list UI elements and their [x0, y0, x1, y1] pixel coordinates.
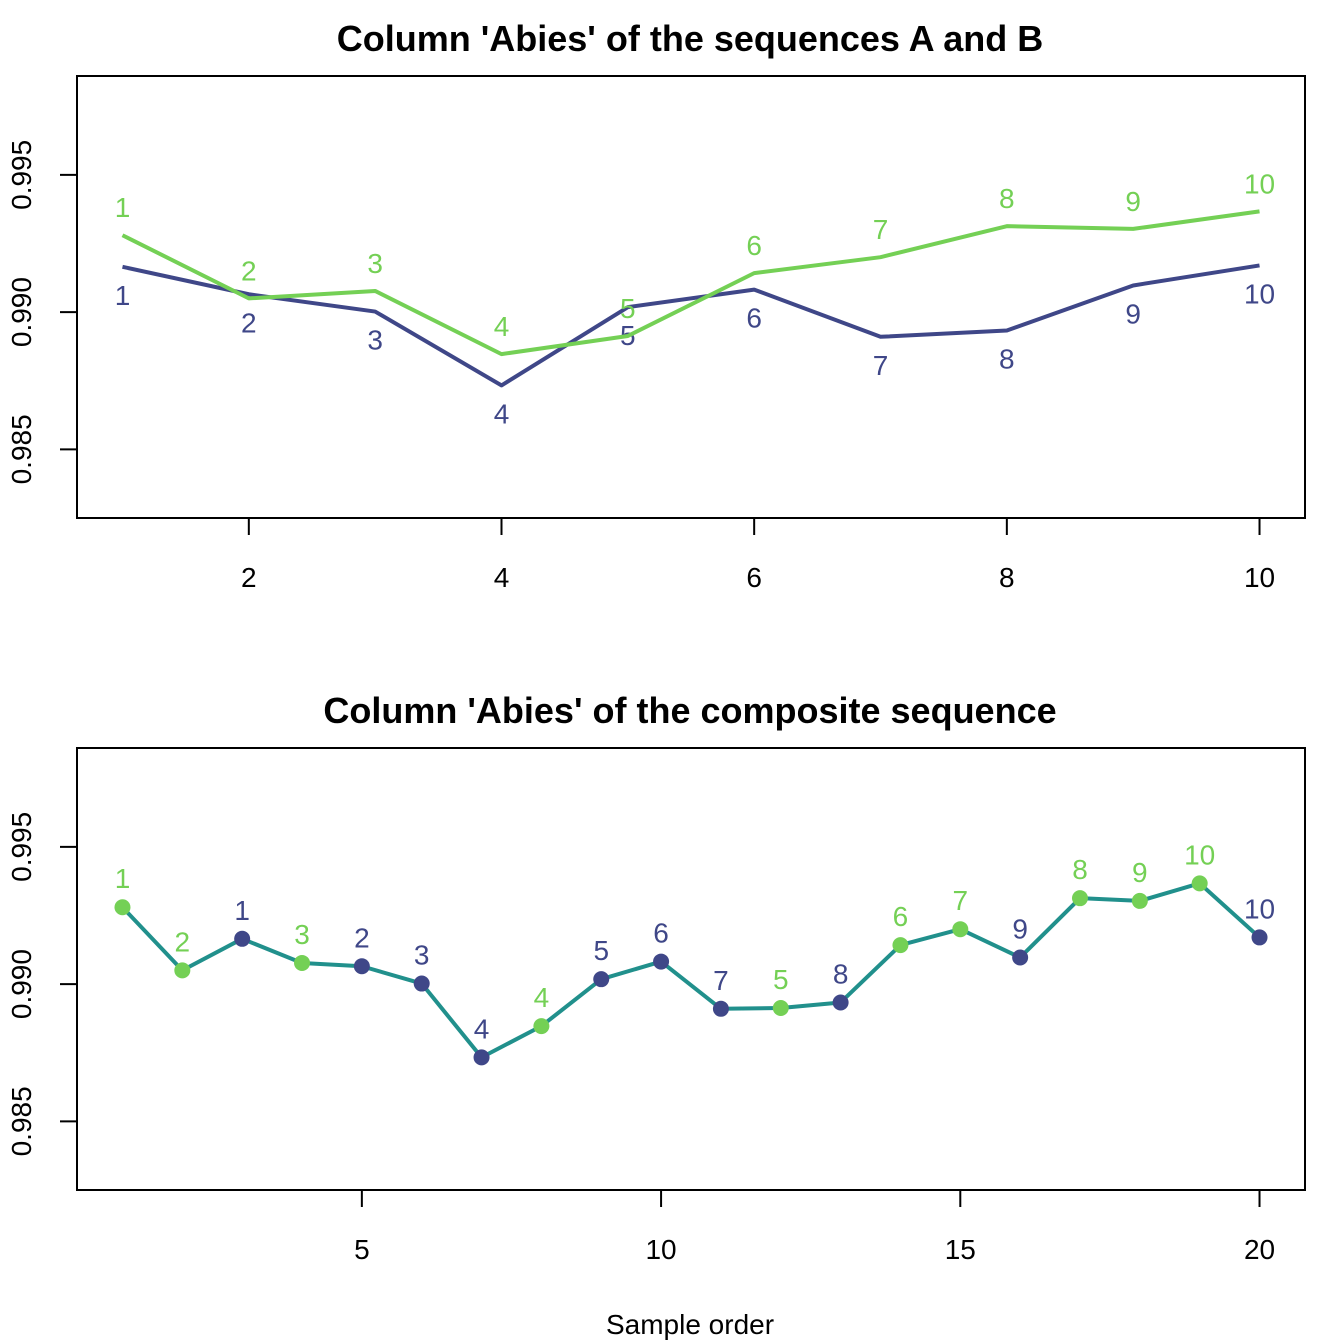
data-point-composite — [114, 899, 131, 916]
point-label-b: 10 — [1244, 168, 1275, 199]
chart-panel-sequences-a-b: Column 'Abies' of the sequences A and B … — [6, 18, 1306, 593]
data-point-composite — [413, 975, 430, 992]
chart-title-bottom: Column 'Abies' of the composite sequence — [323, 690, 1056, 731]
point-label-a: 9 — [1125, 298, 1141, 329]
point-label-b: 8 — [999, 183, 1015, 214]
x-tick-label: 15 — [945, 1234, 976, 1265]
point-label-b: 3 — [367, 248, 383, 279]
point-label-composite: 2 — [175, 926, 191, 957]
point-label-a: 8 — [999, 343, 1015, 374]
point-label-b: 6 — [746, 230, 762, 261]
chart-title-top: Column 'Abies' of the sequences A and B — [337, 18, 1044, 59]
point-label-composite: 5 — [773, 964, 789, 995]
point-label-composite: 4 — [474, 1013, 490, 1044]
point-label-composite: 9 — [1132, 857, 1148, 888]
point-label-b: 1 — [115, 192, 131, 223]
y-axis-top: 0.985 0.990 0.995 — [6, 140, 77, 484]
x-tick-label: 20 — [1244, 1234, 1275, 1265]
data-point-composite — [1191, 875, 1208, 892]
data-point-composite — [1071, 890, 1088, 907]
data-point-composite — [234, 930, 251, 947]
point-label-a: 6 — [746, 303, 762, 334]
point-label-composite: 7 — [953, 885, 969, 916]
data-point-composite — [294, 954, 311, 971]
plot-frame-top — [76, 75, 1306, 519]
point-label-composite: 8 — [833, 958, 849, 989]
y-tick-label: 0.995 — [6, 140, 37, 210]
point-label-b: 2 — [241, 255, 257, 286]
chart-panel-composite: Column 'Abies' of the composite sequence… — [6, 690, 1306, 1340]
point-label-a: 10 — [1244, 278, 1275, 309]
point-label-composite: 4 — [534, 982, 550, 1013]
data-point-composite — [892, 937, 909, 954]
point-label-composite: 3 — [294, 919, 310, 950]
point-label-composite: 2 — [354, 922, 370, 953]
point-label-composite: 7 — [713, 965, 729, 996]
data-point-composite — [1251, 929, 1268, 946]
x-tick-label: 8 — [999, 562, 1015, 593]
x-axis-top: 2 4 6 8 10 — [241, 518, 1275, 593]
series-line-b — [121, 209, 1260, 357]
point-label-composite: 6 — [653, 918, 669, 949]
point-label-composite: 1 — [115, 863, 131, 894]
x-tick-label: 6 — [746, 562, 762, 593]
point-label-composite: 9 — [1012, 913, 1028, 944]
data-point-composite — [1131, 892, 1148, 909]
data-point-composite — [353, 958, 370, 975]
data-point-composite — [653, 953, 670, 970]
x-tick-label: 5 — [354, 1234, 370, 1265]
point-label-composite: 5 — [593, 935, 609, 966]
x-axis-label-bottom: Sample order — [606, 1309, 774, 1340]
y-tick-label: 0.990 — [6, 949, 37, 1019]
data-point-composite — [533, 1018, 550, 1035]
point-label-a: 2 — [241, 307, 257, 338]
point-label-a: 4 — [494, 398, 510, 429]
y-tick-label: 0.985 — [6, 414, 37, 484]
series-line-composite — [121, 881, 1261, 1060]
data-point-composite — [593, 971, 610, 988]
point-label-b: 9 — [1125, 186, 1141, 217]
y-tick-label: 0.990 — [6, 277, 37, 347]
x-tick-label: 10 — [1244, 562, 1275, 593]
point-label-composite: 6 — [893, 901, 909, 932]
series-line-a — [122, 263, 1260, 388]
x-axis-bottom: 5 10 15 20 — [354, 1190, 1275, 1265]
point-label-composite: 8 — [1072, 854, 1088, 885]
data-point-composite — [772, 999, 789, 1016]
y-tick-label: 0.985 — [6, 1086, 37, 1156]
plot-frame-bottom — [76, 747, 1306, 1191]
point-label-b: 7 — [873, 214, 889, 245]
data-point-composite — [712, 1000, 729, 1017]
data-point-composite — [1012, 949, 1029, 966]
series-group-bottom: 1 2 1 3 2 3 4 4 5 6 7 5 8 6 7 9 8 9 10 10 — [114, 839, 1275, 1066]
point-label-a: 7 — [873, 350, 889, 381]
x-tick-label: 2 — [241, 562, 257, 593]
point-label-composite: 3 — [414, 940, 430, 971]
x-tick-label: 4 — [494, 562, 510, 593]
point-label-a: 1 — [115, 280, 131, 311]
point-label-b: 4 — [494, 311, 510, 342]
data-point-composite — [832, 994, 849, 1011]
x-tick-label: 10 — [645, 1234, 676, 1265]
point-label-composite: 10 — [1244, 893, 1275, 924]
data-point-composite — [952, 921, 969, 938]
data-point-composite — [473, 1049, 490, 1066]
point-label-a: 3 — [367, 325, 383, 356]
point-label-composite: 10 — [1184, 839, 1215, 870]
data-point-composite — [174, 962, 191, 979]
y-tick-label: 0.995 — [6, 812, 37, 882]
y-axis-bottom: 0.985 0.990 0.995 — [6, 812, 77, 1156]
point-label-b: 5 — [620, 293, 636, 324]
point-label-composite: 1 — [234, 895, 250, 926]
